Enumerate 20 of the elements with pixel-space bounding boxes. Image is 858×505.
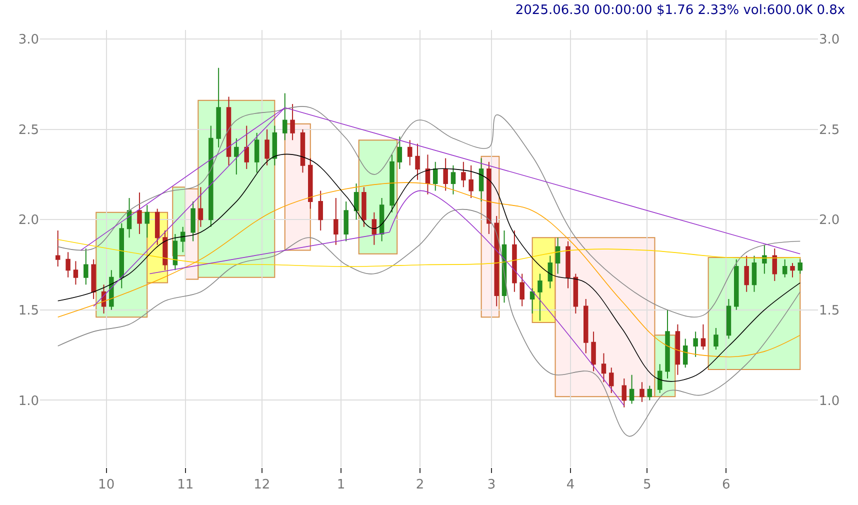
y-tick-label: 1.0 <box>18 394 39 409</box>
y-tick-label: 2.0 <box>18 213 39 228</box>
y2-tick-label: 1.5 <box>819 303 840 318</box>
y-tick-label: 3.0 <box>18 32 39 48</box>
x-tick-label: 11 <box>177 478 194 493</box>
y-tick-label: 2.5 <box>18 122 39 138</box>
y2-tick-label: 3.0 <box>819 32 840 48</box>
x-tick-label: 3 <box>487 478 496 493</box>
x-tick-label: 10 <box>98 478 115 493</box>
x-tick-label: 1 <box>336 478 346 493</box>
x-tick-label: 12 <box>254 478 270 493</box>
x-tick-label: 5 <box>642 478 652 493</box>
x-tick-label: 6 <box>722 478 730 493</box>
y2-tick-label: 2.0 <box>819 213 840 228</box>
y2-tick-label: 1.0 <box>819 394 840 409</box>
y-tick-label: 1.5 <box>18 303 39 318</box>
y2-tick-label: 2.5 <box>819 122 840 138</box>
x-tick-label: 2 <box>416 478 424 493</box>
x-tick-label: 4 <box>566 478 575 493</box>
chart-title: 2025.06.30 00:00:00 $1.76 2.33% vol:600.0K 0.8x <box>515 3 846 18</box>
